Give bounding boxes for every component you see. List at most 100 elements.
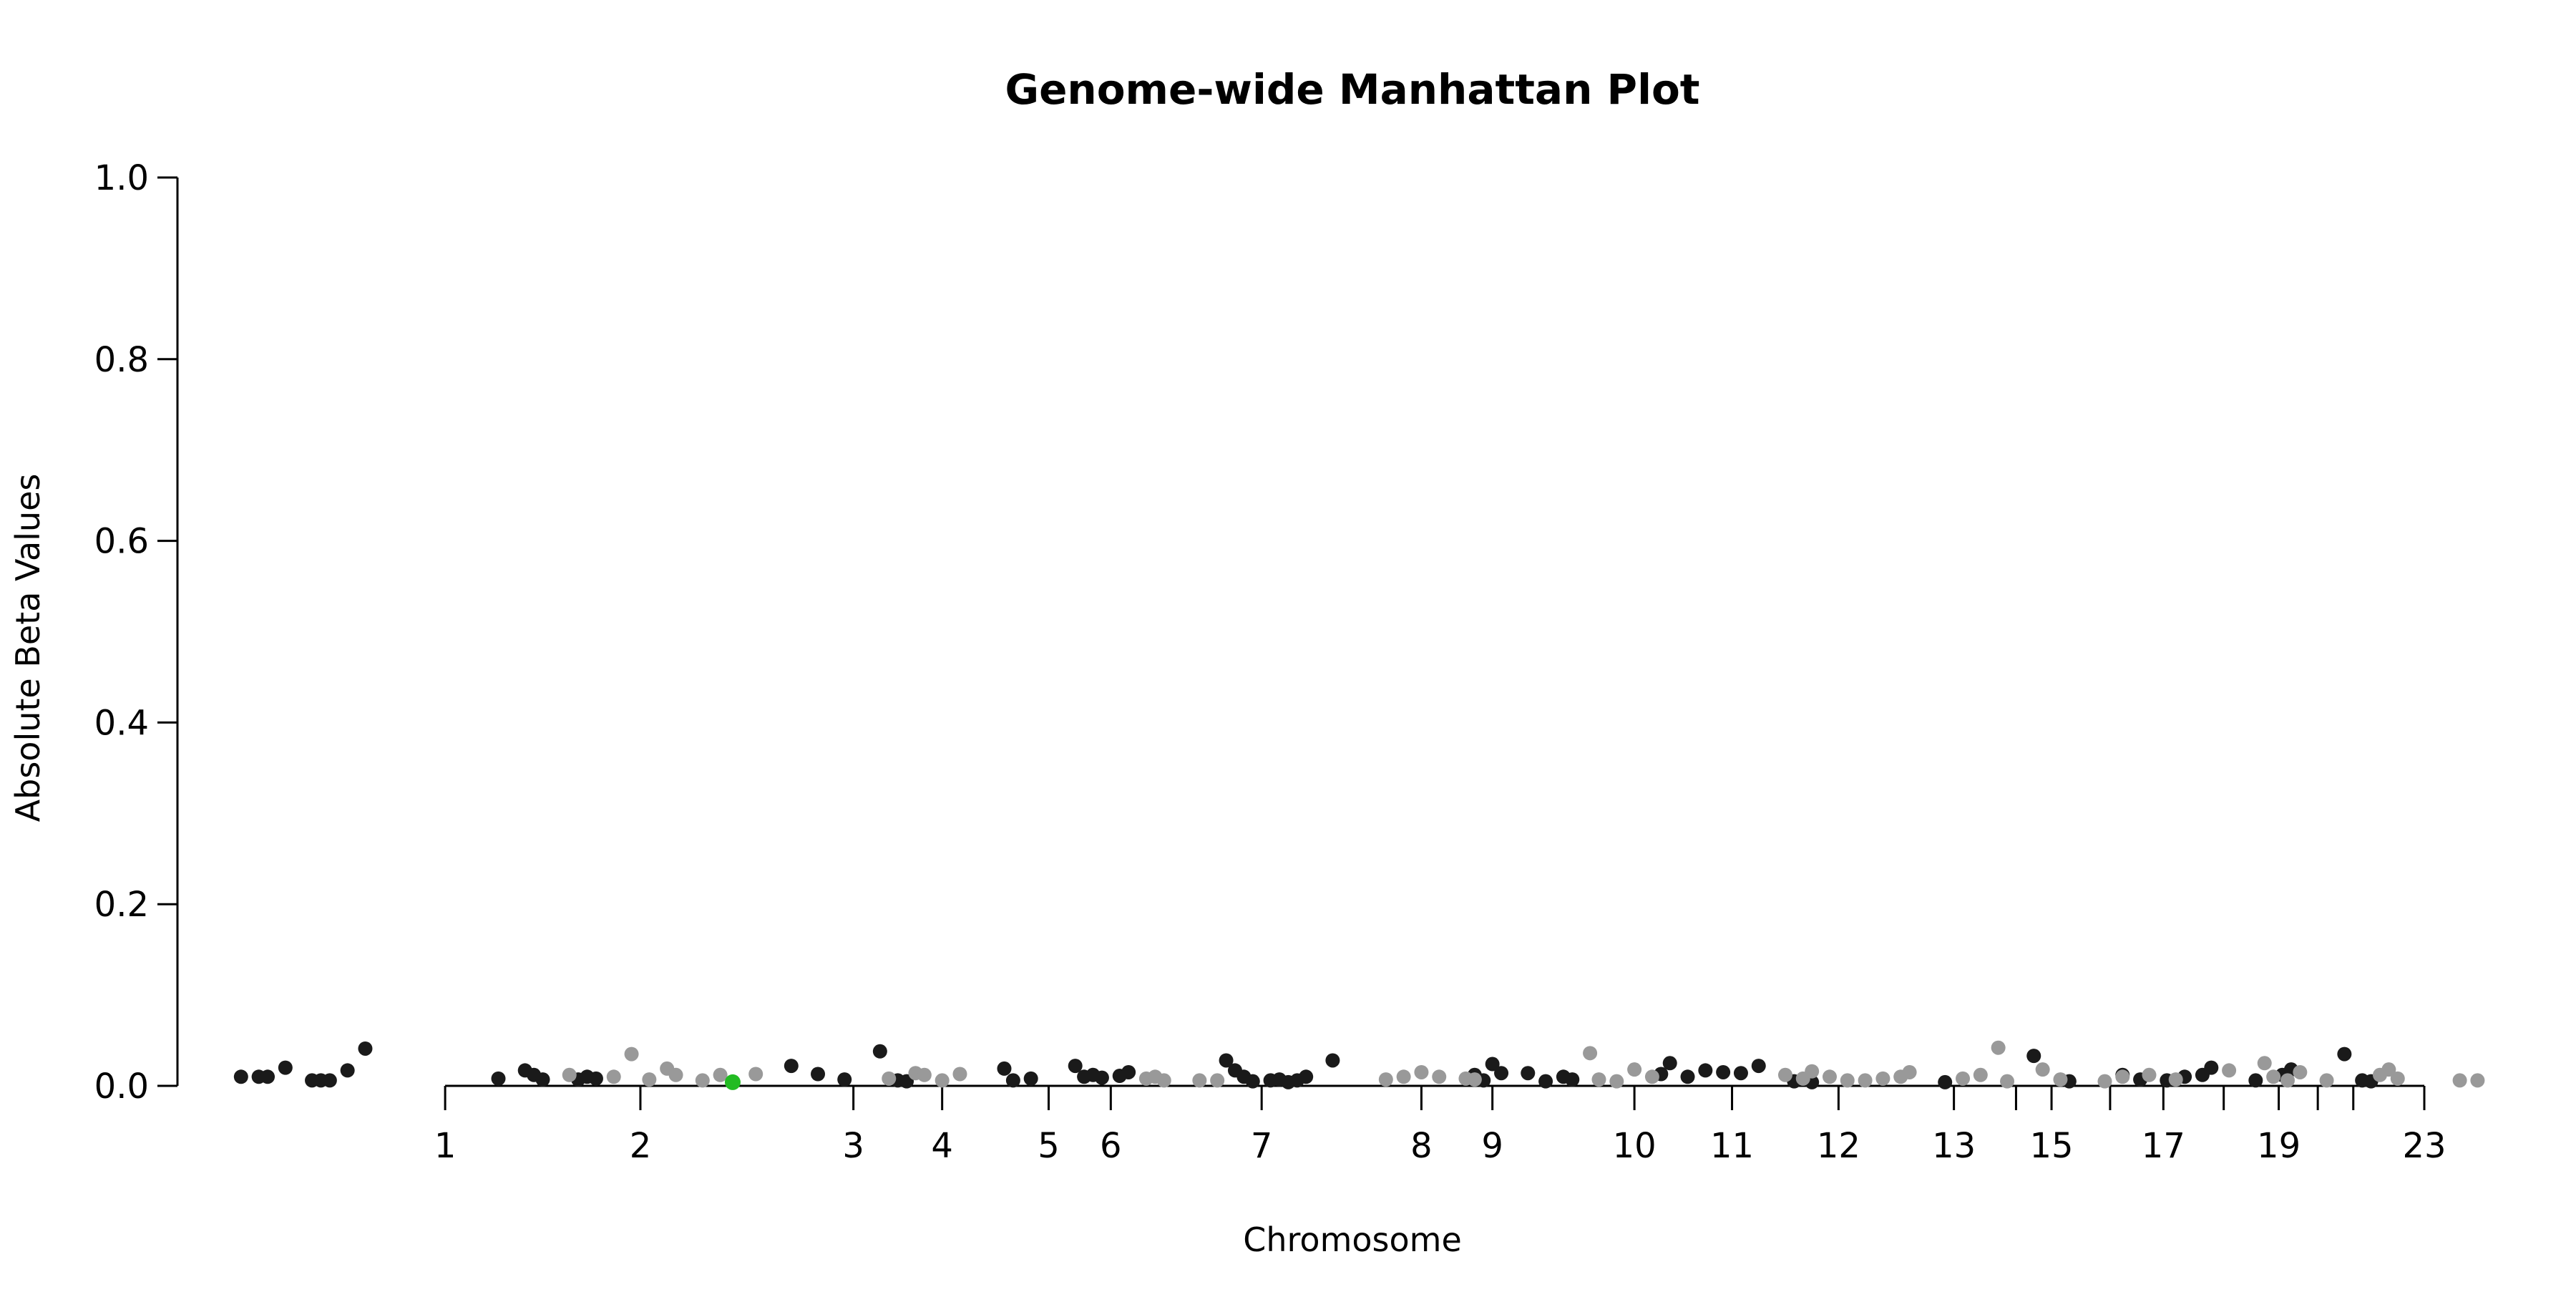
y-tick-label: 0.6 bbox=[94, 522, 149, 562]
data-point-light bbox=[2470, 1073, 2485, 1088]
data-point-light bbox=[1805, 1064, 1820, 1079]
data-point-light bbox=[668, 1067, 683, 1082]
data-point-light bbox=[1156, 1073, 1171, 1088]
data-point-light bbox=[1378, 1072, 1393, 1087]
data-point-light bbox=[1609, 1074, 1624, 1089]
x-tick-label: 17 bbox=[2142, 1126, 2185, 1166]
data-point-dark bbox=[535, 1072, 550, 1087]
chart-title: Genome-wide Manhattan Plot bbox=[1005, 65, 1699, 114]
data-point-light bbox=[2280, 1073, 2295, 1088]
data-point-dark bbox=[837, 1072, 852, 1087]
data-point-light bbox=[2115, 1069, 2130, 1084]
data-point-light bbox=[1875, 1071, 1890, 1086]
y-tick-label: 1.0 bbox=[94, 158, 149, 198]
data-point-dark bbox=[491, 1071, 506, 1086]
x-tick-label: 12 bbox=[1817, 1126, 1860, 1166]
data-point-dark bbox=[2337, 1046, 2352, 1062]
data-point-dark bbox=[1121, 1064, 1136, 1079]
data-point-light bbox=[1644, 1069, 1659, 1084]
x-tick-label: 7 bbox=[1251, 1126, 1273, 1166]
data-point-light bbox=[2142, 1067, 2157, 1082]
data-point-light bbox=[695, 1073, 710, 1088]
x-tick-label: 10 bbox=[1613, 1126, 1657, 1166]
data-point-dark bbox=[1325, 1053, 1340, 1068]
data-point-dark bbox=[1485, 1057, 1500, 1072]
data-point-dark bbox=[2026, 1049, 2041, 1064]
data-point-light bbox=[748, 1067, 763, 1082]
data-point-dark bbox=[2204, 1060, 2219, 1075]
data-point-dark bbox=[2248, 1073, 2263, 1088]
data-point-light bbox=[1822, 1069, 1837, 1084]
data-point-dark bbox=[1938, 1074, 1953, 1089]
data-point-light bbox=[1591, 1072, 1606, 1087]
x-tick-label: 9 bbox=[1481, 1126, 1503, 1166]
data-point-light bbox=[1973, 1067, 1988, 1082]
data-point-dark bbox=[1565, 1072, 1580, 1087]
x-tick-label: 3 bbox=[842, 1126, 864, 1166]
x-tick-label: 23 bbox=[2402, 1126, 2446, 1166]
data-points bbox=[233, 1040, 2485, 1090]
data-point-light bbox=[935, 1073, 950, 1088]
data-point-dark bbox=[1751, 1059, 1766, 1074]
data-point-light bbox=[1210, 1073, 1225, 1088]
data-point-dark bbox=[1299, 1069, 1314, 1084]
data-point-highlight bbox=[724, 1074, 741, 1090]
data-point-dark bbox=[784, 1059, 799, 1074]
data-point-dark bbox=[358, 1041, 373, 1056]
x-tick-label: 2 bbox=[630, 1126, 652, 1166]
data-point-light bbox=[624, 1046, 639, 1062]
x-tick-label: 4 bbox=[931, 1126, 953, 1166]
y-axis-label: Absolute Beta Values bbox=[9, 474, 47, 822]
data-point-light bbox=[2097, 1074, 2112, 1089]
y-tick-label: 0.8 bbox=[94, 340, 149, 380]
data-point-light bbox=[713, 1067, 728, 1082]
data-point-dark bbox=[1538, 1074, 1553, 1089]
x-axis-label: Chromosome bbox=[1243, 1220, 1462, 1259]
data-point-dark bbox=[1698, 1063, 1713, 1078]
y-axis-ticks: 0.0 0.2 0.4 0.6 0.8 1.0 bbox=[94, 158, 177, 1107]
data-point-light bbox=[1432, 1069, 1447, 1084]
data-point-dark bbox=[1521, 1066, 1536, 1081]
data-point-light bbox=[2452, 1073, 2467, 1088]
data-point-light bbox=[2381, 1062, 2396, 1077]
data-point-dark bbox=[260, 1069, 275, 1084]
data-point-light bbox=[2257, 1056, 2272, 1071]
data-point-light bbox=[1840, 1073, 1855, 1088]
data-point-light bbox=[1858, 1073, 1873, 1088]
data-point-light bbox=[882, 1071, 897, 1086]
data-point-dark bbox=[811, 1067, 826, 1082]
data-point-dark bbox=[1680, 1069, 1695, 1084]
data-point-light bbox=[2035, 1062, 2050, 1077]
data-point-light bbox=[606, 1069, 621, 1084]
data-point-dark bbox=[1494, 1066, 1509, 1081]
data-point-light bbox=[2168, 1072, 2183, 1087]
data-point-light bbox=[1991, 1040, 2006, 1055]
x-tick-label: 5 bbox=[1038, 1126, 1060, 1166]
x-tick-label: 11 bbox=[1710, 1126, 1754, 1166]
x-tick-label: 19 bbox=[2257, 1126, 2301, 1166]
x-tick-label: 6 bbox=[1100, 1126, 1122, 1166]
x-tick-label: 15 bbox=[2030, 1126, 2074, 1166]
data-point-light bbox=[2390, 1071, 2405, 1086]
data-point-light bbox=[1396, 1069, 1411, 1084]
data-point-light bbox=[952, 1067, 967, 1082]
data-point-light bbox=[2266, 1069, 2281, 1084]
data-point-light bbox=[917, 1067, 932, 1082]
data-point-light bbox=[1777, 1067, 1792, 1082]
data-point-light bbox=[2000, 1074, 2015, 1089]
data-point-light bbox=[2053, 1072, 2068, 1087]
x-tick-label: 13 bbox=[1932, 1126, 1976, 1166]
data-point-dark bbox=[1662, 1056, 1677, 1071]
data-point-dark bbox=[1068, 1059, 1083, 1074]
data-point-light bbox=[1902, 1064, 1917, 1079]
data-point-dark bbox=[1005, 1073, 1020, 1088]
data-point-dark bbox=[872, 1044, 887, 1059]
data-point-light bbox=[1192, 1073, 1207, 1088]
data-point-dark bbox=[1733, 1066, 1748, 1081]
data-point-light bbox=[2293, 1064, 2308, 1079]
x-tick-label: 8 bbox=[1410, 1126, 1433, 1166]
data-point-dark bbox=[1094, 1070, 1109, 1085]
data-point-light bbox=[562, 1067, 577, 1082]
